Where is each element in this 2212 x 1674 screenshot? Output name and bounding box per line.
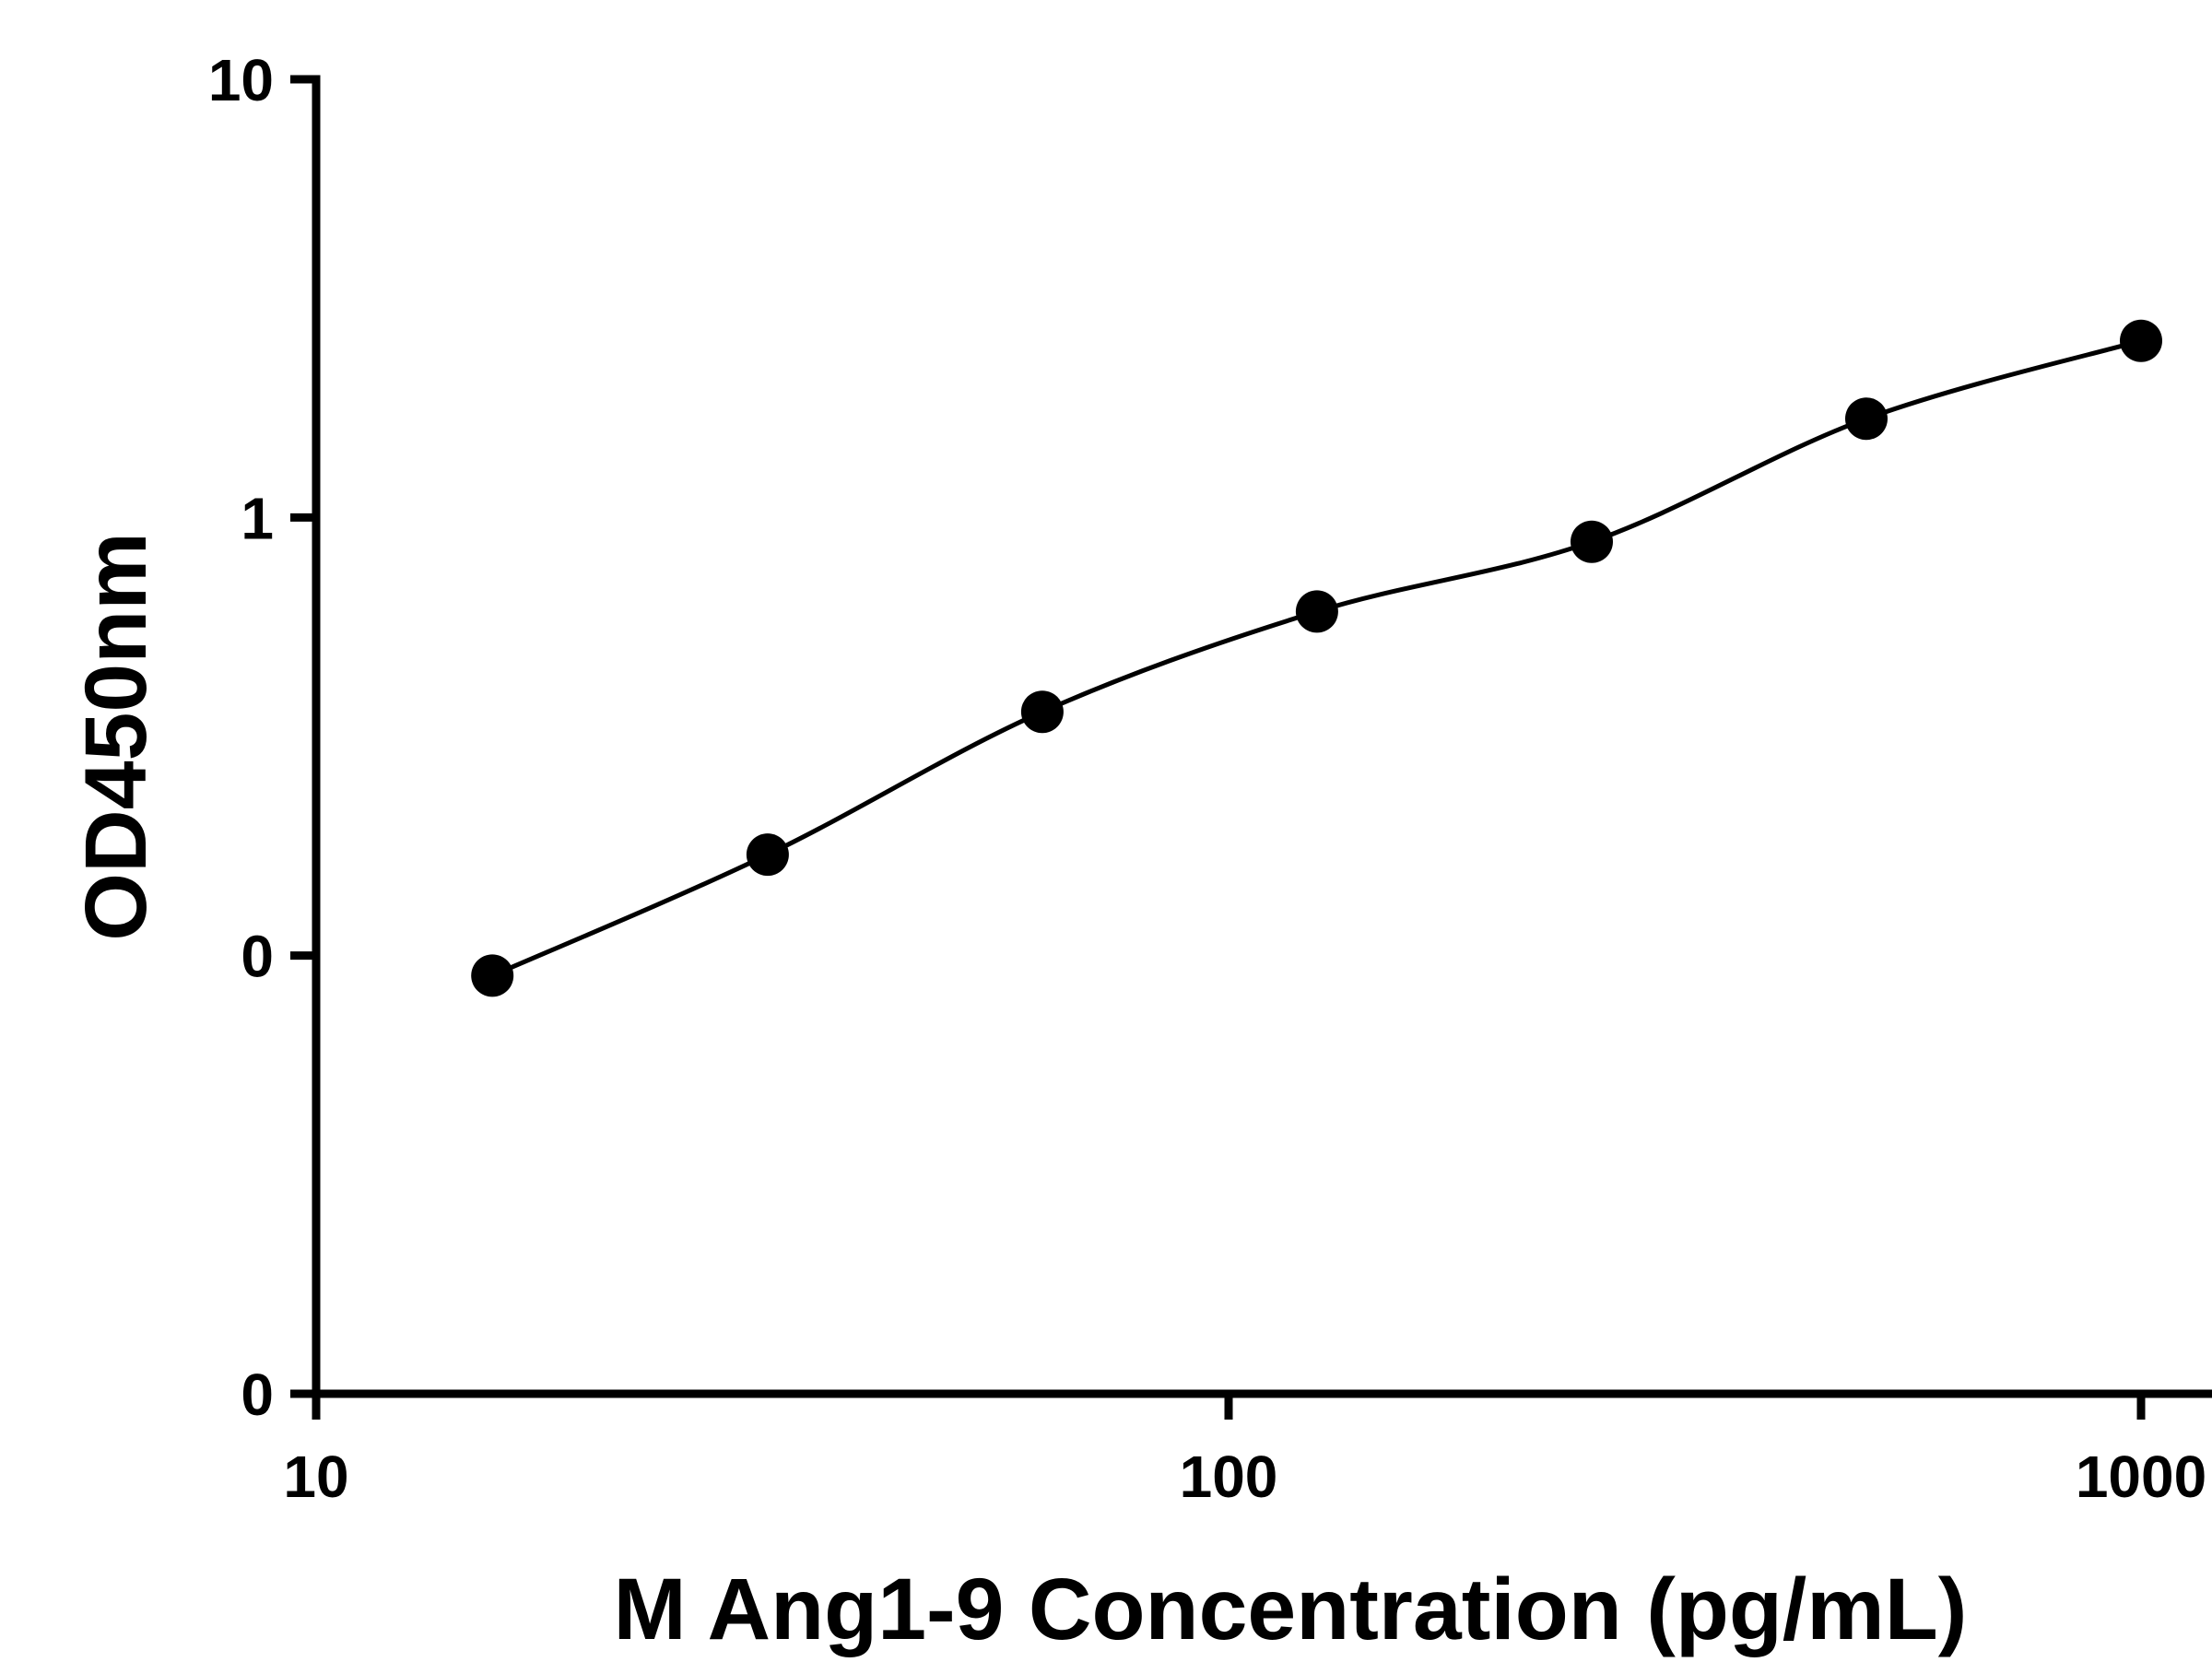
data-point-marker [1571, 520, 1613, 563]
y-tick-label: 10 [208, 47, 274, 113]
y-axis-title: OD450nm [67, 532, 165, 941]
data-point-marker [1845, 397, 1888, 441]
x-tick-label: 1000 [2076, 1444, 2206, 1510]
x-axis-title: M Ang1-9 Concentration (pg/mL) [614, 1561, 1968, 1658]
x-axis-ticks: 10 100 1000 [283, 1394, 2206, 1510]
data-point-marker [1295, 590, 1338, 633]
y-tick-label: 1 [241, 485, 274, 551]
data-point-marker [471, 954, 514, 997]
x-tick-label: 10 [283, 1444, 348, 1510]
y-tick-label: 0 [241, 1362, 274, 1428]
x-tick-label: 100 [1180, 1444, 1278, 1510]
data-point-marker [2120, 319, 2162, 362]
elisa-standard-curve-chart: 10 1 0 0 10 100 1000 OD450nm M Ang1-9 Concent… [37, 15, 2212, 1674]
plot-area [471, 319, 2162, 997]
data-point-marker [1020, 690, 1064, 734]
axis-frame [312, 75, 2212, 1398]
y-tick-label: 0 [241, 924, 274, 990]
fit-curve-line [491, 338, 2142, 978]
data-point-marker [746, 833, 789, 877]
